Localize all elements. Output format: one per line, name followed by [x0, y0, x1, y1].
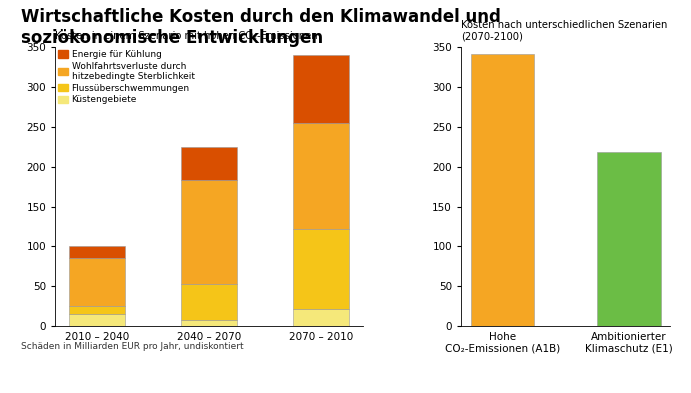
Bar	[181, 284, 237, 320]
Bar	[471, 53, 534, 326]
Text: Wirtschaftliche Kosten durch den Klimawandel und
soziökonomische Entwicklungen: Wirtschaftliche Kosten durch den Klimawa…	[21, 8, 500, 48]
Text: Schäden in Milliarden EUR pro Jahr, undiskontiert: Schäden in Milliarden EUR pro Jahr, undi…	[21, 342, 243, 351]
Bar	[293, 309, 349, 326]
Bar	[69, 306, 125, 314]
Bar	[181, 180, 237, 284]
Bar	[293, 123, 349, 229]
Text: Kosten nach unterschiedlichen Szenarien
(2070-2100): Kosten nach unterschiedlichen Szenarien …	[461, 20, 668, 41]
Bar	[181, 147, 237, 180]
Bar	[181, 320, 237, 326]
Bar	[293, 229, 349, 309]
Bar	[293, 55, 349, 123]
Bar	[598, 152, 661, 326]
Text: Kosten in einem Szenario mit hohen CO₂-Emissionen: Kosten in einem Szenario mit hohen CO₂-E…	[55, 31, 318, 41]
Bar	[69, 314, 125, 326]
Legend: Energie für Kühlung, Wohlfahrtsverluste durch
hitzebedingte Sterblichkeit, Fluss: Energie für Kühlung, Wohlfahrtsverluste …	[57, 49, 196, 105]
Bar	[69, 259, 125, 306]
Bar	[69, 246, 125, 259]
